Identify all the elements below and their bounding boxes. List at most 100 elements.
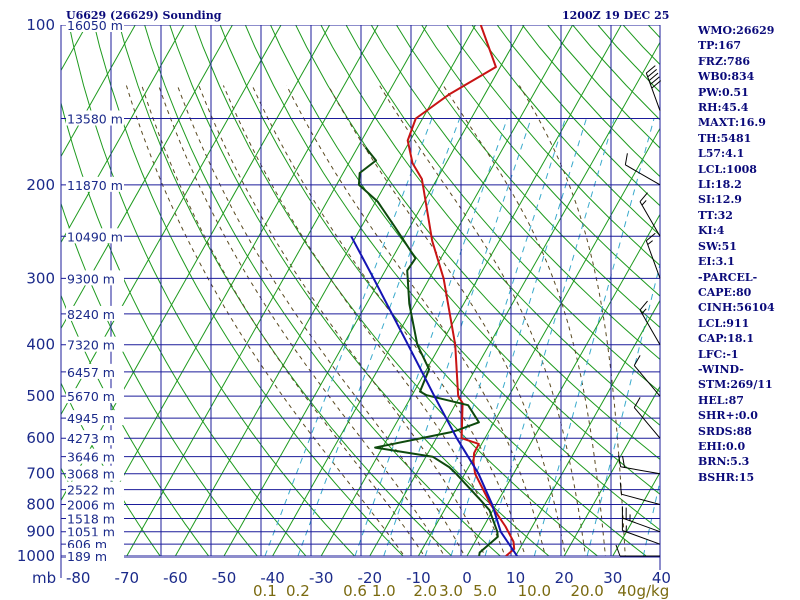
wind-barb: [621, 518, 661, 545]
wind-barb: [639, 300, 661, 345]
index-8: TH:5481: [698, 131, 752, 145]
index-29: BRN:5.3: [698, 455, 750, 469]
pressure-tick-label: 800: [26, 496, 55, 514]
temperature-tick-label: -10: [406, 569, 431, 587]
isotherm-line: [223, 25, 525, 556]
isotherm-line: [126, 25, 428, 556]
temperature-trace: [406, 25, 516, 556]
index-23: -WIND-: [698, 362, 744, 376]
wind-barb-shaft: [633, 365, 661, 397]
index-14: KI:4: [698, 224, 725, 238]
index-5: PW:0.51: [698, 85, 749, 99]
moist-adiabat-line: [442, 85, 606, 556]
height-label-bg: [66, 465, 124, 481]
height-label-bg: [66, 523, 124, 539]
temperature-tick-label: 30: [603, 569, 622, 587]
index-30: BSHR:15: [698, 470, 755, 484]
station-title: U6629 (26629) Sounding: [66, 9, 222, 22]
isotherm-line: [77, 25, 379, 556]
height-label-bg: [66, 410, 124, 426]
index-12: SI:12.9: [698, 193, 742, 207]
wind-barb-shaft: [625, 164, 661, 186]
height-label-bg: [66, 336, 124, 352]
wind-barb-shaft: [639, 201, 661, 237]
moist-adiabat-line: [518, 85, 626, 556]
height-label-bg: [66, 305, 124, 321]
pressure-tick-label: 100: [26, 16, 55, 34]
index-28: EHI:0.0: [698, 439, 746, 453]
dry-adiabat-line: [219, 25, 647, 556]
wind-barb: [619, 482, 661, 506]
isotherm-line: [272, 25, 574, 556]
height-label-bg: [66, 17, 124, 32]
wind-barb-flag: [650, 76, 660, 85]
height-label: 8240 m: [67, 307, 115, 322]
index-1: WMO:26629: [698, 24, 775, 37]
mixing-ratio-label: 10.0: [518, 582, 551, 600]
index-4: WB0:834: [698, 70, 755, 84]
mixing-ratio-line: [424, 118, 566, 556]
height-label-bg: [66, 510, 124, 526]
height-label-bg: [66, 110, 124, 126]
index-9: L57:4.1: [698, 147, 745, 161]
wind-barb-half-flag: [641, 200, 647, 206]
wind-barb-flag: [615, 544, 621, 557]
mixing-ratio-label: 3.0: [439, 582, 463, 600]
mixing-ratio-lines: [264, 118, 660, 556]
wind-barb-flag: [622, 455, 626, 468]
mixing-ratio-line: [383, 118, 532, 556]
wind-barb-shaft: [621, 493, 661, 506]
wind-barb-shaft: [645, 240, 661, 279]
mixing-ratio-label: 2.0: [413, 582, 437, 600]
index-22: LFC:-1: [698, 347, 739, 361]
index-6: RH:45.4: [698, 101, 749, 115]
mixing-ratio-label: 20.0: [570, 582, 603, 600]
mixing-ratio-label: 0.6: [343, 582, 367, 600]
height-label: 3646 m: [67, 450, 115, 465]
height-label: 3068 m: [67, 467, 115, 482]
wind-barb: [621, 506, 661, 533]
index-21: CAP:18.1: [698, 332, 755, 346]
height-label-bg: [66, 176, 124, 192]
index-24: STM:269/11: [698, 378, 773, 392]
dry-adiabat-line: [93, 25, 404, 556]
wind-barb: [618, 455, 661, 475]
height-label: 2522 m: [67, 483, 115, 498]
wind-barb: [615, 544, 660, 557]
index-26: SHR+:0.0: [698, 409, 758, 423]
temperature-tick-label: 0: [462, 569, 472, 587]
pressure-tick-label: 1000: [17, 547, 55, 565]
isotherm-line: [563, 385, 660, 556]
height-label: 1051 m: [67, 525, 115, 540]
mixing-ratio-label: 5.0: [473, 582, 497, 600]
height-label: 189 m: [67, 549, 107, 564]
wind-barb-shaft: [639, 309, 661, 345]
height-label: 9300 m: [67, 271, 115, 286]
height-labels: 16050 m 13580 m 11870 m 10490 m 9300 m 8240 m…: [66, 17, 124, 564]
index-13: TT:32: [698, 208, 733, 222]
height-label: 7320 m: [67, 338, 115, 353]
wind-barb-flag: [619, 482, 622, 495]
wind-barb-flag: [639, 192, 648, 202]
wind-barb: [624, 153, 661, 186]
wind-barb-shaft: [633, 407, 661, 439]
wind-barb: [645, 65, 662, 111]
height-label-bg: [66, 481, 124, 497]
dry-adiabat-line: [169, 25, 550, 556]
mixing-ratio-label: 0.1: [253, 582, 277, 600]
isotherm-line: [466, 213, 660, 556]
index-18: CAPE:80: [698, 285, 752, 299]
moist-adiabat-line: [251, 85, 526, 556]
height-label: 4273 m: [67, 431, 115, 446]
pressure-grid: [61, 25, 660, 556]
wind-barb: [645, 232, 661, 279]
wind-barb-flag: [645, 65, 656, 74]
wind-barb-flag: [624, 153, 628, 165]
temperature-tick-label: -30: [309, 569, 334, 587]
height-label: 13580 m: [67, 112, 123, 127]
height-label: 4945 m: [67, 411, 115, 426]
height-label-bg: [66, 496, 124, 512]
pressure-tick-label: 400: [26, 336, 55, 354]
isotherm-line: [369, 41, 660, 556]
mixing-ratio-line: [297, 118, 461, 556]
